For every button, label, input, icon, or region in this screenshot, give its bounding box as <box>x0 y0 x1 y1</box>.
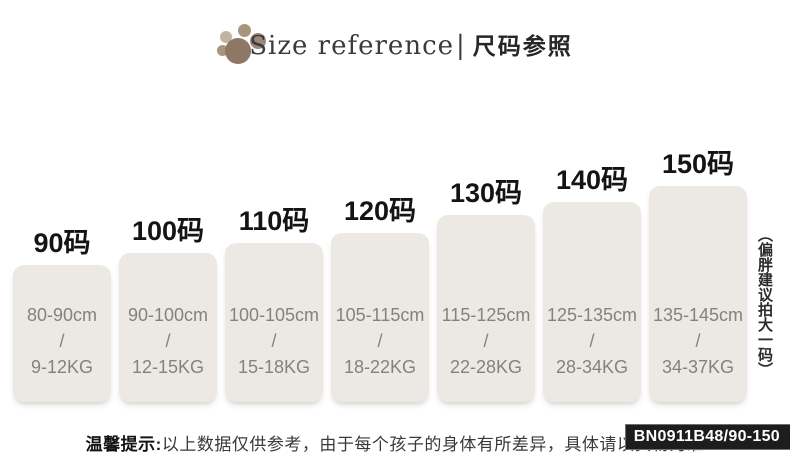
size-label: 150码 <box>661 149 735 179</box>
size-bar-chart: 90码 80-90cm / 9-12KG 100码 90-100cm / 12-15KG 110… <box>13 149 747 402</box>
weight-range: 18-22KG <box>343 357 417 377</box>
title-divider: | <box>456 31 465 61</box>
size-label: 130码 <box>449 178 523 208</box>
height-range: 115-125cm <box>441 305 531 325</box>
size-range-text: 135-145cm / 34-37KG <box>649 302 747 380</box>
size-range-text: 105-115cm / 18-22KG <box>331 302 429 380</box>
title-english: Size reference <box>249 31 455 61</box>
size-bar: 125-135cm / 28-34KG <box>543 202 641 402</box>
side-note-vertical: （偏胖建议拍大一码） <box>756 227 773 377</box>
size-range-text: 90-100cm / 12-15KG <box>119 302 217 380</box>
footer-tip: 温馨提示:以上数据仅供参考，由于每个孩子的身体有所差异，具体请以实物为准 <box>0 430 790 455</box>
range-divider: / <box>271 331 277 351</box>
size-range-text: 125-135cm / 28-34KG <box>543 302 641 380</box>
range-divider: / <box>377 331 383 351</box>
footer-tip-text: 以上数据仅供参考，由于每个孩子的身体有所差异，具体请以实物为准 <box>161 435 705 454</box>
range-divider: / <box>589 331 595 351</box>
range-divider: / <box>483 331 489 351</box>
range-divider: / <box>165 331 171 351</box>
weight-range: 9-12KG <box>30 357 94 377</box>
paw-toe-dot <box>217 45 229 56</box>
height-range: 100-105cm <box>228 305 320 325</box>
paw-pad-dot <box>225 38 252 64</box>
size-range-text: 80-90cm / 9-12KG <box>13 302 111 380</box>
paw-toe-dot <box>250 33 267 49</box>
weight-range: 22-28KG <box>449 357 523 377</box>
size-bar: 135-145cm / 34-37KG <box>649 186 747 402</box>
weight-range: 15-18KG <box>237 357 311 377</box>
size-column: 130码 115-125cm / 22-28KG <box>437 178 535 402</box>
page-title: Size reference| 尺码参照 <box>0 0 790 92</box>
range-divider: / <box>59 331 65 351</box>
size-column: 100码 90-100cm / 12-15KG <box>119 216 217 402</box>
size-bar: 90-100cm / 12-15KG <box>119 253 217 402</box>
height-range: 125-135cm <box>546 305 638 325</box>
size-label: 120码 <box>343 196 417 226</box>
title-chinese: 尺码参照 <box>472 33 573 59</box>
size-range-text: 100-105cm / 15-18KG <box>225 302 323 380</box>
size-bar: 100-105cm / 15-18KG <box>225 243 323 402</box>
paw-toe-dot <box>238 24 252 37</box>
height-range: 80-90cm <box>26 305 98 325</box>
size-column: 150码 135-145cm / 34-37KG <box>649 149 747 402</box>
range-divider: / <box>695 331 701 351</box>
size-range-text: 115-125cm / 22-28KG <box>437 302 535 380</box>
weight-range: 34-37KG <box>661 357 735 377</box>
footer-tip-label: 温馨提示: <box>85 435 162 454</box>
size-column: 140码 125-135cm / 28-34KG <box>543 165 641 402</box>
size-bar: 115-125cm / 22-28KG <box>437 215 535 402</box>
weight-range: 12-15KG <box>131 357 205 377</box>
size-column: 120码 105-115cm / 18-22KG <box>331 196 429 402</box>
size-label: 90码 <box>33 228 91 258</box>
height-range: 90-100cm <box>127 305 209 325</box>
weight-range: 28-34KG <box>555 357 629 377</box>
size-label: 110码 <box>238 206 310 236</box>
size-bar: 105-115cm / 18-22KG <box>331 233 429 402</box>
size-label: 100码 <box>131 216 205 246</box>
size-label: 140码 <box>555 165 629 195</box>
paw-icon <box>217 24 267 64</box>
size-column: 110码 100-105cm / 15-18KG <box>225 206 323 402</box>
height-range: 135-145cm <box>652 305 744 325</box>
height-range: 105-115cm <box>335 305 425 325</box>
model-number-badge: BN0911B48/90-150 <box>624 424 790 450</box>
size-column: 90码 80-90cm / 9-12KG <box>13 228 111 402</box>
size-bar: 80-90cm / 9-12KG <box>13 265 111 402</box>
